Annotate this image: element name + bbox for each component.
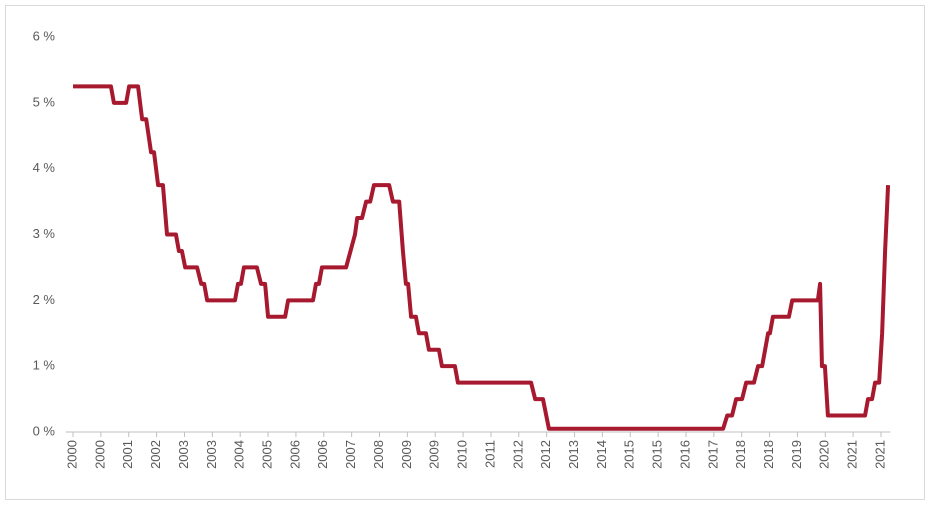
x-tick-label: 2006 <box>287 440 302 469</box>
x-tick-label: 2000 <box>64 440 79 469</box>
x-tick-label: 2018 <box>761 440 776 469</box>
x-tick-label: 2015 <box>622 440 637 469</box>
y-tick-label: 5 % <box>33 94 56 109</box>
x-tick-label: 2019 <box>789 440 804 469</box>
x-tick-label: 2008 <box>371 440 386 469</box>
y-tick-label: 6 % <box>33 28 56 43</box>
x-tick-label: 2018 <box>733 440 748 469</box>
x-tick-label: 2007 <box>343 440 358 469</box>
x-tick-label: 2009 <box>399 440 414 469</box>
x-tick-label: 2017 <box>705 440 720 469</box>
x-tick-label: 2013 <box>566 440 581 469</box>
x-tick-label: 2005 <box>259 440 274 469</box>
x-tick-label: 2021 <box>845 440 860 469</box>
x-tick-label: 2003 <box>204 440 219 469</box>
x-tick-label: 2004 <box>232 440 247 469</box>
y-tick-label: 0 % <box>33 423 56 438</box>
x-tick-label: 2011 <box>482 440 497 468</box>
x-tick-label: 2006 <box>315 440 330 469</box>
x-tick-label: 2010 <box>455 440 470 469</box>
x-tick-label: 2000 <box>92 440 107 469</box>
y-tick-label: 3 % <box>33 226 56 241</box>
x-tick-label: 2001 <box>120 440 135 469</box>
x-tick-label: 2012 <box>538 440 553 469</box>
y-tick-label: 2 % <box>33 292 56 307</box>
y-tick-label: 4 % <box>33 160 56 175</box>
x-tick-label: 2009 <box>427 440 442 469</box>
x-tick-label: 2021 <box>872 440 887 469</box>
x-tick-label: 2003 <box>176 440 191 469</box>
x-tick-label: 2014 <box>594 440 609 469</box>
y-tick-label: 1 % <box>33 358 56 373</box>
chart-border <box>5 5 925 500</box>
x-tick-label: 2015 <box>650 440 665 469</box>
x-tick-label: 2016 <box>677 440 692 469</box>
x-tick-label: 2002 <box>148 440 163 469</box>
x-tick-label: 2012 <box>510 440 525 469</box>
rate-line <box>73 84 891 431</box>
x-tick-label: 2020 <box>817 440 832 469</box>
